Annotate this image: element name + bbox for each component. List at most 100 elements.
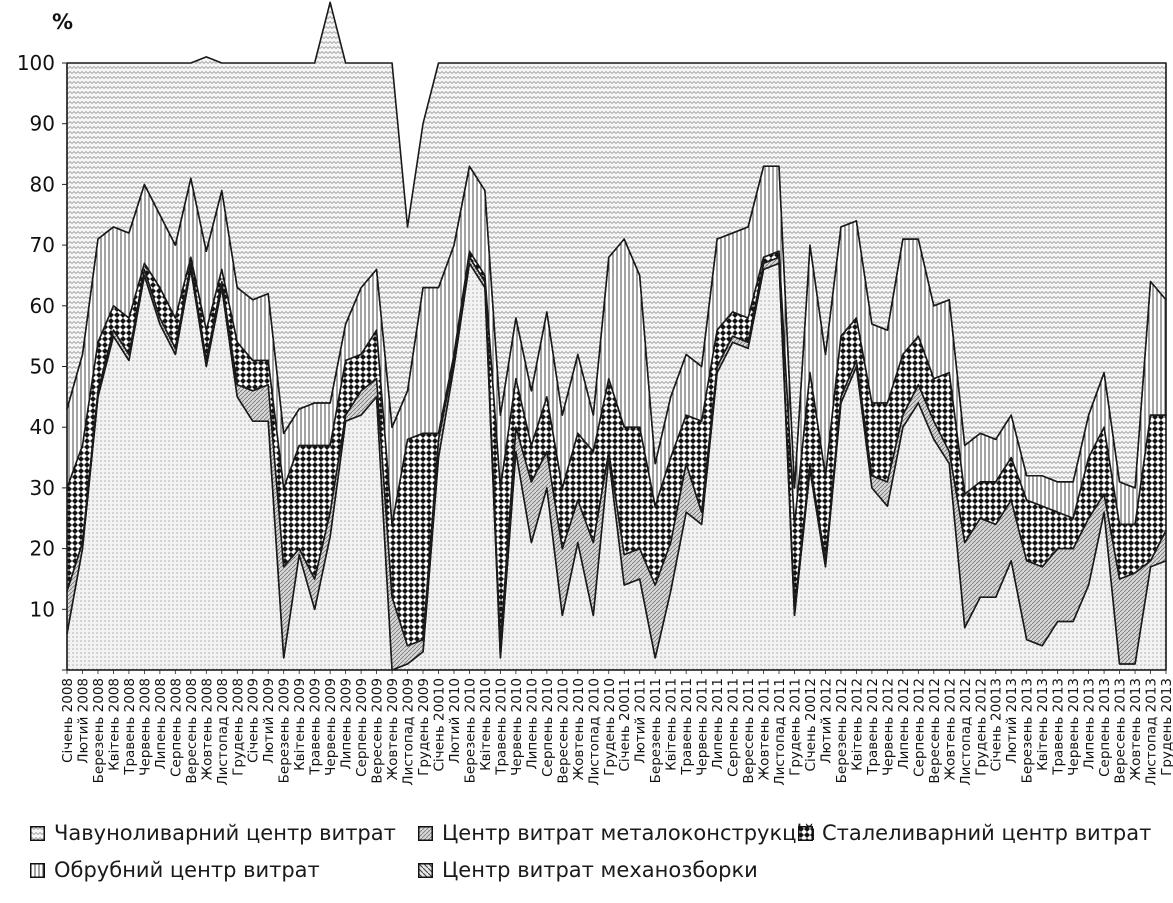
- x-tick-label: Вересень 2009: [370, 678, 386, 784]
- x-tick-label: Квітень 2008: [106, 678, 122, 771]
- x-tick-label: Квітень 2011: [664, 678, 680, 771]
- y-tick-label: 20: [30, 537, 55, 561]
- x-tick-label: Вересень 2011: [741, 678, 757, 784]
- legend-swatch-hatch-icon: [418, 825, 433, 841]
- x-tick-label: Квітень 2009: [292, 678, 308, 771]
- x-tick-label: Вересень 2010: [555, 678, 571, 784]
- x-tick-label: Червень 2012: [880, 678, 896, 776]
- x-tick-label: Липень 2009: [339, 678, 355, 770]
- legend-item-metal-structures: Центр витрат металоконструкцій: [418, 821, 816, 845]
- x-tick-label: Грудень 2012: [973, 678, 989, 776]
- x-tick-label: Серпень 2011: [726, 678, 742, 777]
- x-tick-label: Грудень 2009: [416, 678, 432, 776]
- x-tick-label: Січень 20011: [617, 678, 633, 771]
- x-tick-label: Листопад 2009: [401, 678, 417, 786]
- x-tick-label: Жовтень 2009: [385, 678, 401, 780]
- x-tick-label: Червень 2011: [695, 678, 711, 776]
- x-tick-label: Січень 20013: [989, 678, 1005, 771]
- legend-label: Сталеливарний центр витрат: [822, 821, 1152, 845]
- x-tick-label: Червень 2009: [323, 678, 339, 776]
- legend-label: Центр витрат механозборки: [442, 858, 758, 882]
- x-tick-label: Вересень 2013: [1113, 678, 1129, 784]
- x-tick-label: Липень 2012: [896, 678, 912, 770]
- x-tick-label: Вересень 2008: [184, 678, 200, 784]
- x-tick-label: Квітень 2013: [1035, 678, 1051, 771]
- x-tick-label: Січень 2008: [60, 678, 76, 763]
- x-tick-label: Грудень 2008: [230, 678, 246, 776]
- x-tick-label: Березень 2013: [1020, 678, 1036, 783]
- x-tick-label: Лютий 2009: [261, 678, 277, 764]
- x-tick-label: Лютий 2010: [447, 678, 463, 764]
- legend-item-mechanical-assembly: Центр витрат механозборки: [418, 858, 758, 882]
- legend-swatch-hatch2-icon: [418, 862, 433, 878]
- x-tick-label: Липень 2010: [524, 678, 540, 770]
- x-tick-label: Серпень 2009: [354, 678, 370, 777]
- y-tick-label: 40: [30, 415, 55, 439]
- y-tick-label: 60: [30, 294, 55, 318]
- x-tick-label: Грудень 2010: [602, 678, 618, 776]
- x-tick-label: Серпень 2010: [540, 678, 556, 777]
- x-tick-label: Серпень 2008: [168, 678, 184, 777]
- x-tick-group: Січень 2008 Лютий 2008 Березень 2008 Квітен…: [60, 670, 1173, 786]
- x-tick-label: Травень 2011: [679, 678, 695, 776]
- legend-item-cast-iron: Чавуноливарний центр витрат: [30, 821, 396, 845]
- legend-swatch-vlines-icon: [30, 862, 45, 878]
- y-tick-label: 100: [17, 51, 55, 75]
- x-tick-label: Березень 2012: [834, 678, 850, 783]
- x-tick-label: Листопад 2012: [958, 678, 974, 786]
- y-tick-label: 50: [30, 355, 55, 379]
- x-tick-label: Жовтень 2011: [757, 678, 773, 780]
- x-tick-label: Квітень 2010: [478, 678, 494, 771]
- x-tick-label: Лютий 2008: [75, 678, 91, 764]
- legend-swatch-waves-icon: [30, 825, 45, 841]
- x-tick-label: Серпень 2013: [1097, 678, 1113, 777]
- y-tick-label: 10: [30, 597, 55, 621]
- x-tick-label: Травень 2010: [493, 678, 509, 776]
- x-tick-label: Січень 20010: [431, 678, 447, 771]
- x-tick-label: Березень 2009: [277, 678, 293, 783]
- x-tick-label: Квітень 2012: [849, 678, 865, 771]
- y-tick-label: 70: [30, 233, 55, 257]
- y-tick-label: 80: [30, 172, 55, 196]
- x-tick-label: Червень 2013: [1066, 678, 1082, 776]
- x-tick-label: Червень 2010: [509, 678, 525, 776]
- x-tick-label: Січень 20012: [803, 678, 819, 771]
- x-tick-label: Жовтень 2013: [1128, 678, 1144, 780]
- x-tick-label: Лютий 2011: [633, 678, 649, 764]
- x-tick-label: Вересень 2012: [927, 678, 943, 784]
- x-tick-label: Листопад 2010: [586, 678, 602, 786]
- legend-label: Чавуноливарний центр витрат: [54, 821, 396, 845]
- area-series-4: [66, 1, 1167, 489]
- x-tick-label: Грудень 2013: [1159, 678, 1173, 776]
- y-tick-label: 90: [30, 112, 55, 136]
- x-tick-label: Червень 2008: [137, 678, 153, 776]
- x-tick-label: Листопад 2013: [1144, 678, 1160, 786]
- x-tick-label: Жовтень 2012: [942, 678, 958, 780]
- x-tick-label: Січень 2009: [246, 678, 262, 763]
- y-tick-label: 30: [30, 476, 55, 500]
- y-tick-group: 10 20 30 40 50 60 70 80 90 100: [17, 51, 67, 671]
- x-tick-label: Липень 2011: [710, 678, 726, 770]
- x-tick-label: Грудень 2011: [788, 678, 804, 776]
- x-tick-label: Жовтень 2008: [199, 678, 215, 780]
- x-tick-label: Серпень 2012: [911, 678, 927, 777]
- x-tick-label: Жовтень 2010: [571, 678, 587, 780]
- x-tick-label: Липень 2008: [153, 678, 169, 770]
- x-tick-label: Травень 2008: [122, 678, 138, 776]
- x-tick-label: Травень 2009: [308, 678, 324, 776]
- x-tick-label: Лютий 2013: [1004, 678, 1020, 764]
- area-layers: [66, 1, 1167, 671]
- x-tick-label: Березень 2011: [648, 678, 664, 783]
- legend-swatch-checker-icon: [798, 825, 813, 841]
- y-axis-unit-label: %: [52, 10, 74, 34]
- x-tick-label: Листопад 2011: [772, 678, 788, 786]
- x-tick-label: Липень 2013: [1082, 678, 1098, 770]
- x-tick-label: Березень 2010: [462, 678, 478, 783]
- x-tick-label: Травень 2013: [1051, 678, 1067, 776]
- legend-label: Центр витрат металоконструкцій: [442, 821, 816, 845]
- legend-item-steel-casting: Сталеливарний центр витрат: [798, 821, 1151, 845]
- legend-label: Обрубний центр витрат: [54, 858, 320, 882]
- x-tick-label: Травень 2012: [865, 678, 881, 776]
- legend: Чавуноливарний центр витрат Центр витрат…: [12, 818, 1172, 903]
